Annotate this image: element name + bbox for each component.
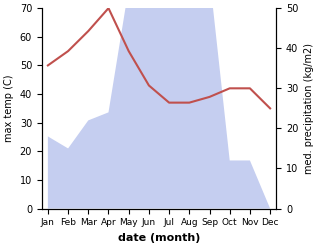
Y-axis label: med. precipitation (kg/m2): med. precipitation (kg/m2) [304, 43, 314, 174]
X-axis label: date (month): date (month) [118, 233, 200, 243]
Y-axis label: max temp (C): max temp (C) [4, 75, 14, 142]
